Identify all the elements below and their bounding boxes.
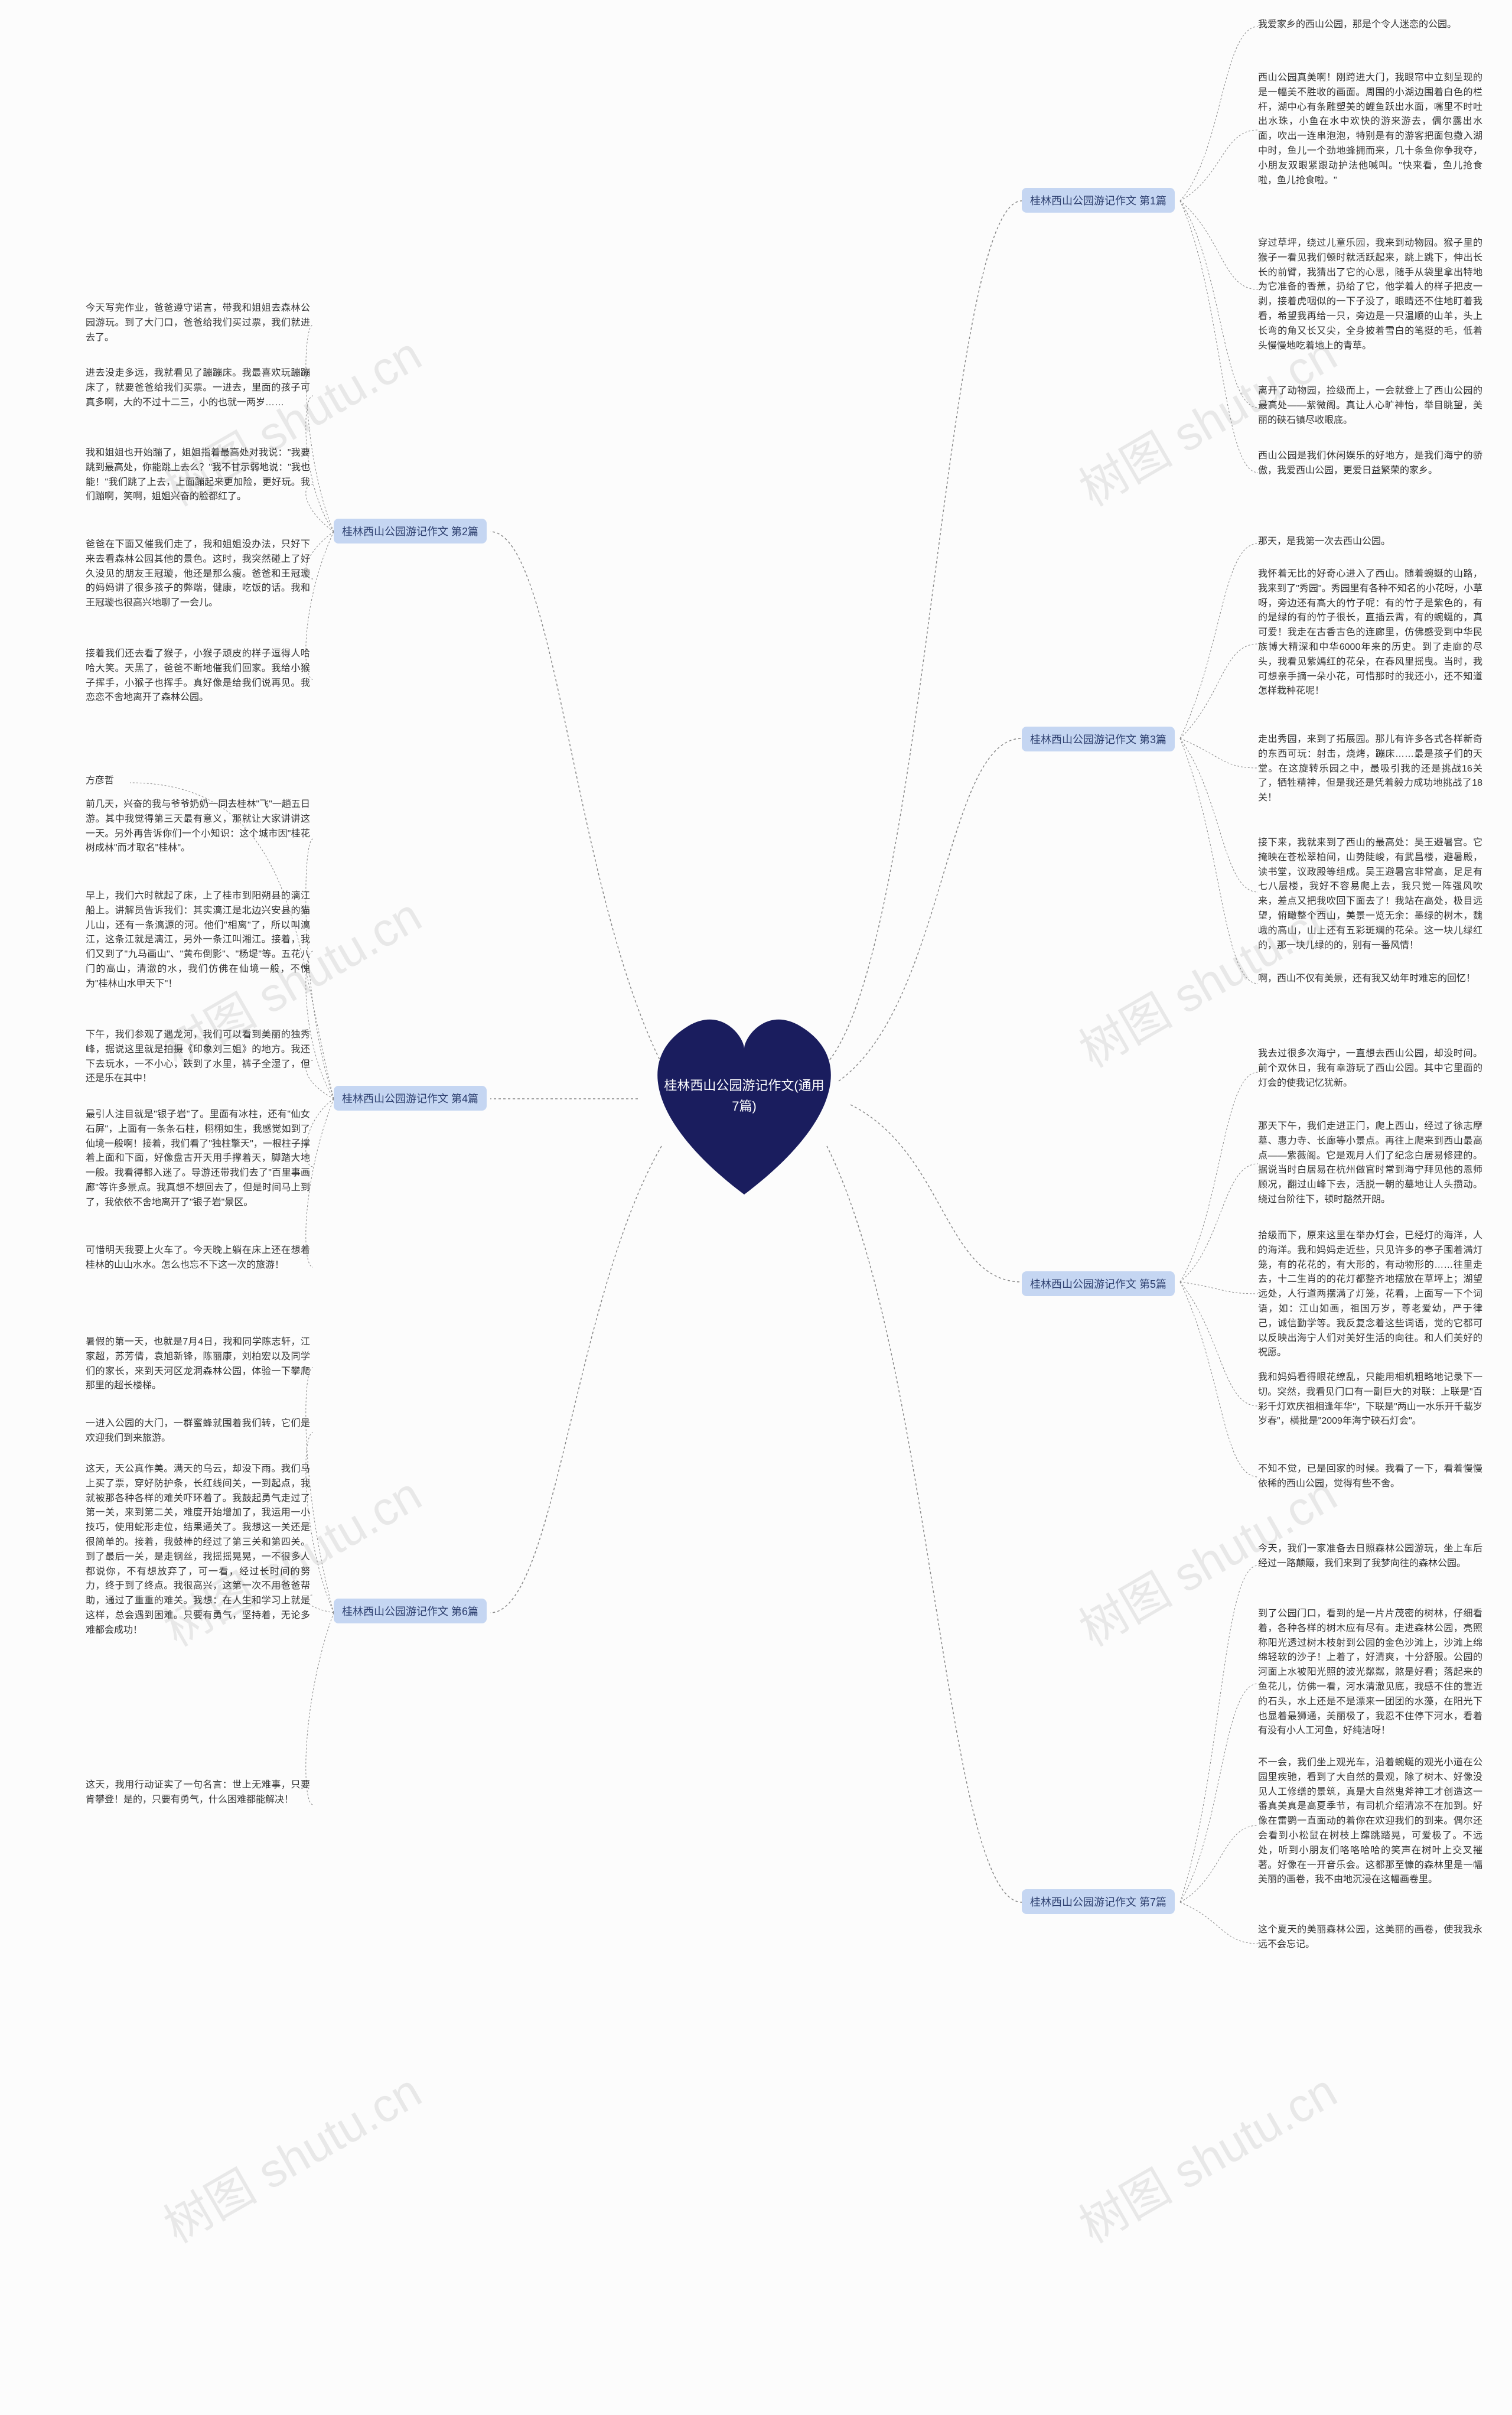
paragraph-b4-2: 早上，我们六时就起了床，上了桂市到阳朔县的漓江船上。讲解员告诉我们：其实漓江是北… <box>86 889 310 992</box>
paragraph-b4-1: 前几天，兴奋的我与爷爷奶奶一同去桂林"飞"一趟五日游。其中我觉得第三天最有意义，… <box>86 798 310 856</box>
paragraph-b7-1: 到了公园门口，看到的是一片片茂密的树林，仔细看着，各种各样的树木应有尽有。走进森… <box>1258 1607 1482 1739</box>
branch-label-2: 桂林西山公园游记作文 第2篇 <box>334 519 487 543</box>
paragraph-b7-3: 这个夏天的美丽森林公园，这美丽的画卷，使我我永远不会忘记。 <box>1258 1923 1482 1952</box>
paragraph-b6-1: 一进入公园的大门，一群蜜蜂就围着我们转，它们是欢迎我们到来旅游。 <box>86 1417 310 1446</box>
paragraph-b1-0: 我爱家乡的西山公园，那是个令人迷恋的公园。 <box>1258 18 1482 32</box>
paragraph-b3-0: 那天，是我第一次去西山公园。 <box>1258 535 1482 549</box>
paragraph-b3-3: 接下来，我就来到了西山的最高处：吴王避暑宫。它掩映在苍松翠柏间，山势陡峻，有武昌… <box>1258 836 1482 953</box>
paragraph-b1-4: 西山公园是我们休闲娱乐的好地方，是我们海宁的骄傲，我爱西山公园，更爱日益繁荣的家… <box>1258 449 1482 479</box>
paragraph-b4-3: 下午，我们参观了遇龙河，我们可以看到美丽的独秀峰，据说这里就是拍摄《印象刘三姐》… <box>86 1028 310 1086</box>
center-node: 桂林西山公园游记作文(通用7篇) <box>632 992 856 1217</box>
paragraph-b2-4: 接着我们还去看了猴子，小猴子顽皮的样子逗得人哈哈大笑。天黑了，爸爸不断地催我们回… <box>86 647 310 705</box>
paragraph-b3-1: 我怀着无比的好奇心进入了西山。随着蜿蜒的山路，我来到了"秀园"。秀园里有各种不知… <box>1258 567 1482 699</box>
branch-label-5: 桂林西山公园游记作文 第5篇 <box>1022 1271 1175 1296</box>
paragraph-b3-2: 走出秀园，来到了拓展园。那儿有许多各式各样新奇的东西可玩：射击，烧烤，蹦床……最… <box>1258 733 1482 806</box>
paragraph-b1-2: 穿过草坪，绕过儿童乐园，我来到动物园。猴子里的猴子一看见我们顿时就活跃起来，跳上… <box>1258 236 1482 353</box>
paragraph-b5-4: 不知不觉，已是回家的时候。我看了一下，看着慢慢依稀的西山公园，觉得有些不舍。 <box>1258 1462 1482 1492</box>
paragraph-b3-4: 啊，西山不仅有美景，还有我又幼年时难忘的回忆！ <box>1258 972 1482 987</box>
watermark: 树图 shutu.cn <box>1065 2054 1347 2257</box>
paragraph-b2-0: 今天写完作业，爸爸遵守诺言，带我和姐姐去森林公园游玩。到了大门口，爸爸给我们买过… <box>86 301 310 345</box>
branch-label-3: 桂林西山公园游记作文 第3篇 <box>1022 727 1175 751</box>
branch-label-1: 桂林西山公园游记作文 第1篇 <box>1022 188 1175 213</box>
paragraph-b6-2: 这天，天公真作美。满天的乌云，却没下雨。我们马上买了票，穿好防护条，长红线间关，… <box>86 1462 310 1638</box>
paragraph-b7-0: 今天，我们一家准备去日照森林公园游玩，坐上车后经过一路颠簸，我们来到了我梦向往的… <box>1258 1542 1482 1571</box>
paragraph-b5-0: 我去过很多次海宁，一直想去西山公园，却没时间。前个双休日，我有幸游玩了西山公园。… <box>1258 1047 1482 1091</box>
center-title: 桂林西山公园游记作文(通用7篇) <box>632 1075 856 1117</box>
paragraph-b1-3: 离开了动物园，捡级而上，一会就登上了西山公园的最高处——紫微阁。真让人心旷神怡，… <box>1258 384 1482 428</box>
paragraph-b6-0: 暑假的第一天，也就是7月4日，我和同学陈志轩，江家超，苏芳倩，袁旭新锋，陈丽康，… <box>86 1335 310 1394</box>
branch-label-7: 桂林西山公园游记作文 第7篇 <box>1022 1889 1175 1914</box>
paragraph-b4-0: 方彦哲 <box>86 774 127 789</box>
paragraph-b7-2: 不一会，我们坐上观光车，沿着蜿蜒的观光小道在公园里疾驰，看到了大自然的景观，除了… <box>1258 1756 1482 1887</box>
paragraph-b4-4: 最引人注目就是"银子岩"了。里面有冰柱，还有"仙女石屏"，上面有一条条石柱，栩栩… <box>86 1108 310 1210</box>
paragraph-b5-1: 那天下午，我们走进正门，爬上西山，经过了徐志摩墓、惠力寺、长廊等小景点。再往上爬… <box>1258 1119 1482 1208</box>
watermark: 树图 shutu.cn <box>149 2054 432 2257</box>
paragraph-b2-3: 爸爸在下面又催我们走了，我和姐姐没办法，只好下来去看森林公园其他的景色。这时，我… <box>86 538 310 611</box>
paragraph-b5-3: 我和妈妈看得眼花缭乱，只能用相机粗略地记录下一切。突然，我看见门口有一副巨大的对… <box>1258 1371 1482 1429</box>
paragraph-b2-1: 进去没走多远，我就看见了蹦蹦床。我最喜欢玩蹦蹦床了，就要爸爸给我们买票。一进去，… <box>86 366 310 410</box>
paragraph-b4-5: 可惜明天我要上火车了。今天晚上躺在床上还在想着桂林的山山水水。怎么也忘不下这一次… <box>86 1244 310 1273</box>
paragraph-b1-1: 西山公园真美啊！刚跨进大门，我眼帘中立刻呈现的是一幅美不胜收的画面。周围的小湖边… <box>1258 71 1482 188</box>
branch-label-4: 桂林西山公园游记作文 第4篇 <box>334 1086 487 1111</box>
branch-label-6: 桂林西山公园游记作文 第6篇 <box>334 1599 487 1623</box>
paragraph-b5-2: 拾级而下，原来这里在举办灯会，已经灯的海洋，人的海洋。我和妈妈走近些，只见许多的… <box>1258 1229 1482 1361</box>
paragraph-b6-3: 这天，我用行动证实了一句名言：世上无难事，只要肯攀登！是的，只要有勇气，什么困难… <box>86 1778 310 1808</box>
paragraph-b2-2: 我和姐姐也开始蹦了，姐姐指着最高处对我说："我要跳到最高处，你能跳上去么？"我不… <box>86 446 310 505</box>
